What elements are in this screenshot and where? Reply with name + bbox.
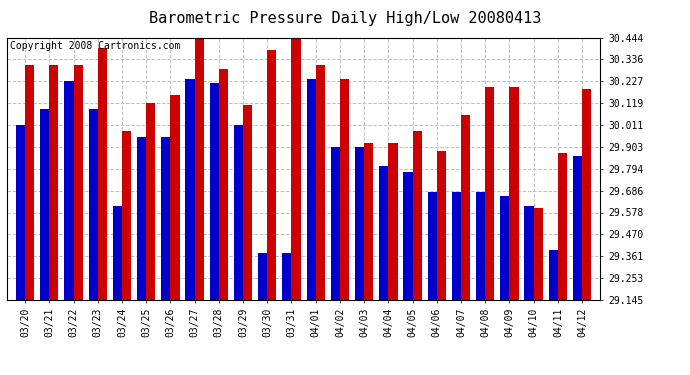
Bar — [340, 79, 349, 300]
Bar — [195, 36, 204, 300]
Bar — [49, 64, 59, 300]
Bar — [582, 89, 591, 300]
Bar — [452, 192, 461, 300]
Bar — [258, 252, 267, 300]
Bar — [316, 64, 325, 300]
Bar — [364, 143, 373, 300]
Bar — [146, 103, 155, 300]
Bar — [243, 105, 253, 300]
Bar — [112, 206, 122, 300]
Bar — [170, 95, 179, 300]
Bar — [476, 192, 485, 300]
Bar — [437, 152, 446, 300]
Bar — [98, 48, 107, 300]
Bar — [533, 208, 543, 300]
Bar — [549, 251, 558, 300]
Bar — [331, 147, 340, 300]
Bar — [25, 64, 34, 300]
Bar — [388, 143, 397, 300]
Bar — [355, 147, 364, 300]
Text: Barometric Pressure Daily High/Low 20080413: Barometric Pressure Daily High/Low 20080… — [149, 11, 541, 26]
Bar — [306, 79, 316, 300]
Bar — [122, 131, 131, 300]
Bar — [573, 156, 582, 300]
Bar — [40, 109, 49, 300]
Bar — [16, 125, 25, 300]
Bar — [64, 81, 74, 300]
Bar — [282, 252, 291, 300]
Bar — [558, 153, 567, 300]
Bar — [413, 131, 422, 300]
Bar — [210, 83, 219, 300]
Bar — [461, 115, 471, 300]
Bar — [291, 36, 301, 300]
Bar — [509, 87, 519, 300]
Bar — [234, 125, 243, 300]
Bar — [88, 109, 98, 300]
Bar — [267, 50, 277, 300]
Bar — [219, 69, 228, 300]
Text: Copyright 2008 Cartronics.com: Copyright 2008 Cartronics.com — [10, 42, 180, 51]
Bar — [485, 87, 495, 300]
Bar — [137, 137, 146, 300]
Bar — [186, 79, 195, 300]
Bar — [380, 166, 388, 300]
Bar — [428, 192, 437, 300]
Bar — [500, 196, 509, 300]
Bar — [74, 64, 83, 300]
Bar — [524, 206, 533, 300]
Bar — [161, 137, 170, 300]
Bar — [404, 172, 413, 300]
